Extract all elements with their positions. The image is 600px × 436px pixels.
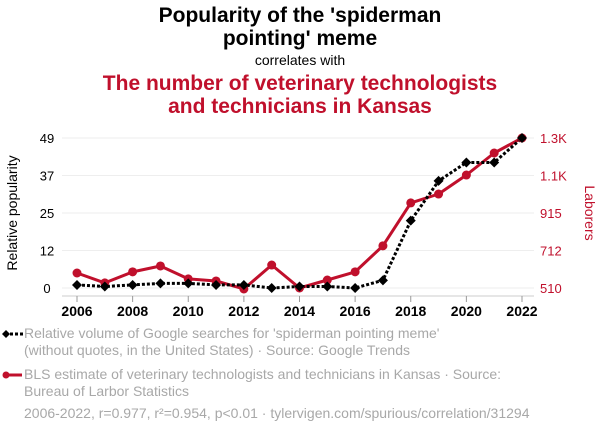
series-markers [72,133,527,294]
data-point-diamond [211,279,222,290]
data-point-circle [155,261,165,271]
gridlines [62,137,534,289]
y-axis-label-left: Relative popularity [4,155,20,270]
data-point-circle [378,241,388,251]
subtitle-line-2: and technicians in Kansas [168,95,432,118]
data-point-diamond [350,283,361,293]
line-chart: 0 510 12 712 25 915 37 1.1K 49 1.3K 2006 2008 2010 20… [4,131,598,319]
y-tick-label-right: 915 [540,206,562,221]
data-point-circle [489,148,499,158]
data-point-diamond [517,133,527,143]
legend-item-series1: Relative volume of Google searches for '… [2,325,440,359]
x-tick-label: 2006 [61,303,92,319]
data-point-circle [72,268,82,278]
title-line-2: pointing' meme [222,27,378,50]
y-tick-label-left: 0 [43,281,50,296]
data-point-diamond [183,278,194,289]
data-point-circle [128,267,138,277]
x-tick-label: 2020 [451,303,482,319]
chart-subtitle: The number of veterinary technologists a… [0,72,600,118]
x-tick-label: 2022 [506,303,537,319]
y-tick-label-right: 510 [540,281,562,296]
legend-series2-line2: Bureau of Larbor Statistics [24,383,189,399]
solid-line-circle-icon [2,371,22,379]
x-tick-label: 2016 [340,303,371,319]
x-tick-label: 2010 [173,303,204,319]
correlates-with-label: correlates with [254,52,346,68]
data-point-circle [406,198,416,208]
data-point-diamond [238,279,249,290]
y-tick-label-right: 1.1K [540,169,567,184]
data-point-circle [350,267,360,277]
x-tick-label: 2008 [117,303,148,319]
data-point-diamond [72,279,82,290]
legend-item-series2: BLS estimate of veterinary technologists… [2,366,502,400]
x-tick-label: 2018 [395,303,426,319]
data-point-diamond [155,278,166,289]
title-line-1: Popularity of the 'spiderman [158,4,442,27]
data-point-circle [434,189,444,199]
y-axis-label-right: Laborers [582,185,598,240]
data-point-diamond [294,281,305,292]
y-tick-label-left: 37 [40,169,54,184]
footer-stats: 2006-2022, r=0.977, r²=0.954, p<0.01 · t… [24,405,530,421]
data-point-diamond [489,157,500,168]
data-point-circle [322,275,332,285]
y-tick-label-left: 25 [40,206,54,221]
legend-series2-line1: BLS estimate of veterinary technologists… [24,366,502,382]
data-point-diamond [322,281,333,292]
chart-title: Popularity of the 'spiderman pointing' m… [0,4,600,50]
y-tick-label-left: 12 [40,244,54,259]
data-point-diamond [405,215,416,226]
dotted-line-diamond-icon [2,330,23,338]
data-point-circle [267,260,277,270]
data-point-diamond [266,283,277,293]
legend-series1-line1: Relative volume of Google searches for '… [24,325,440,341]
data-point-diamond [99,281,110,292]
y-tick-label-right: 1.3K [540,131,567,146]
axes: 0 510 12 712 25 915 37 1.1K 49 1.3K 2006 2008 2010 20… [40,131,567,319]
data-point-diamond [377,275,388,286]
data-point-diamond [461,157,472,168]
legend-series1-line2: (without quotes, in the United States) ·… [24,342,410,358]
y-tick-label-left: 49 [40,131,54,146]
x-tick-label: 2012 [228,303,259,319]
data-point-diamond [433,175,444,186]
data-point-diamond [127,279,138,290]
data-point-circle [461,170,471,180]
y-tick-label-right: 712 [540,244,562,259]
x-tick-label: 2014 [284,303,315,319]
subtitle-line-1: The number of veterinary technologists [102,72,498,95]
